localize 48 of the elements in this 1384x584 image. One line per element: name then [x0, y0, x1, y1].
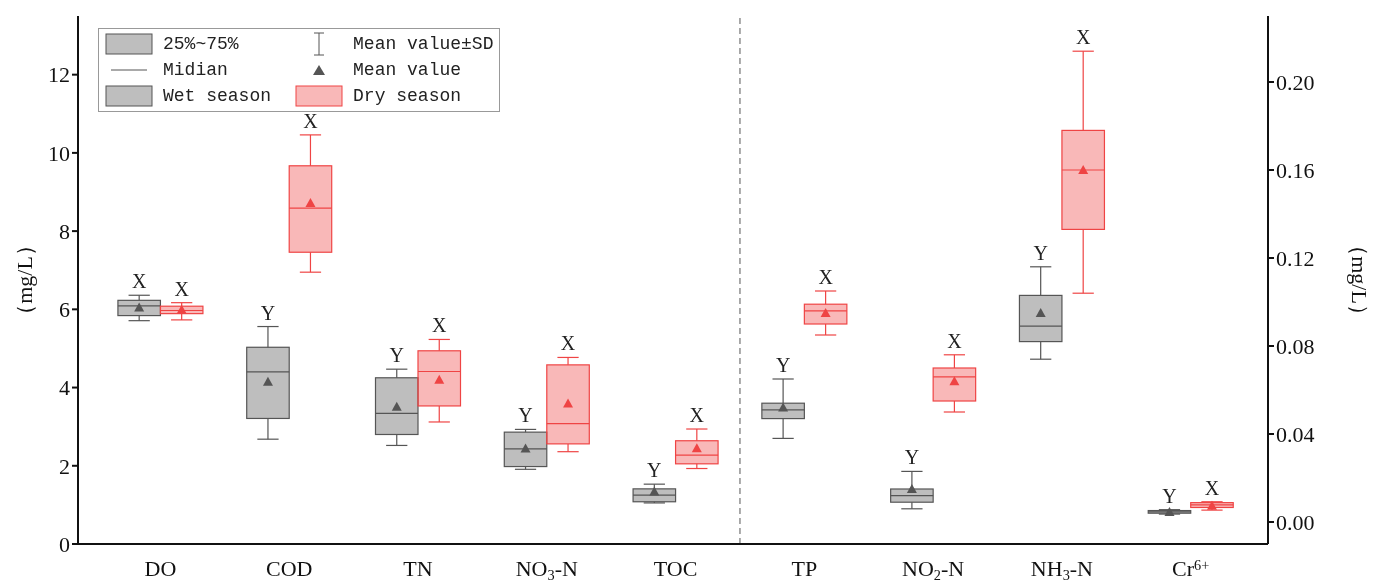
text: Y — [775, 354, 791, 376]
x-tick-label: TN — [403, 556, 433, 581]
annotation: 25%~75% — [163, 34, 239, 54]
x-tick-label: NH$_{3}$-N — [1030, 556, 1094, 583]
text: X — [1204, 476, 1220, 499]
y-tick-label: 12 — [48, 62, 70, 88]
annotation: Midian — [163, 60, 228, 80]
x-tick-label: TP — [791, 556, 818, 581]
text: X — [131, 270, 147, 293]
y2-tick-label: 0.04 — [1276, 421, 1315, 447]
annotation: Mean value — [353, 60, 462, 80]
y-tick-label: 4 — [59, 375, 70, 401]
text: X — [432, 314, 447, 337]
y-tick-label: 8 — [59, 218, 70, 244]
text: X — [1075, 26, 1091, 49]
legend-label: Wet season — [163, 86, 272, 106]
y2-tick-label: 0.00 — [1276, 509, 1315, 535]
x-tick-label: DO — [144, 556, 177, 581]
text: X — [818, 266, 833, 288]
y2-tick-label: 0.12 — [1276, 245, 1315, 271]
x-tick-label: TOC — [653, 556, 698, 581]
text: Y — [260, 301, 276, 324]
text: Y — [1162, 484, 1177, 507]
y2-axis-title: （mg/L） — [1347, 234, 1373, 326]
x-tick-label: NO$_{3}$-N — [515, 556, 578, 583]
y-tick-label: 6 — [59, 297, 70, 323]
text: X — [174, 277, 189, 300]
text: Y — [518, 404, 533, 427]
annotation: Mean value±SD — [353, 34, 494, 54]
text: Y — [1033, 241, 1048, 264]
y-tick-label: 0 — [59, 531, 70, 557]
x-tick-label: COD — [265, 556, 313, 581]
text: X — [560, 332, 576, 355]
text: X — [947, 329, 962, 352]
text: X — [689, 404, 705, 427]
text: Y — [904, 446, 920, 469]
y-tick-label: 2 — [59, 453, 70, 479]
y2-tick-label: 0.20 — [1276, 69, 1315, 95]
legend-label: Dry season — [353, 86, 462, 106]
x-tick-label: Cr$^{6+}$ — [1172, 556, 1210, 581]
y2-tick-label: 0.16 — [1276, 157, 1315, 183]
y-axis-title: （mg/L） — [11, 234, 37, 326]
y-tick-label: 10 — [48, 140, 70, 166]
text: Y — [647, 459, 662, 482]
x-tick-label: NO$_{2}$-N — [902, 556, 965, 583]
y2-tick-label: 0.08 — [1276, 333, 1315, 359]
text: X — [303, 109, 318, 132]
text: Y — [389, 344, 404, 367]
